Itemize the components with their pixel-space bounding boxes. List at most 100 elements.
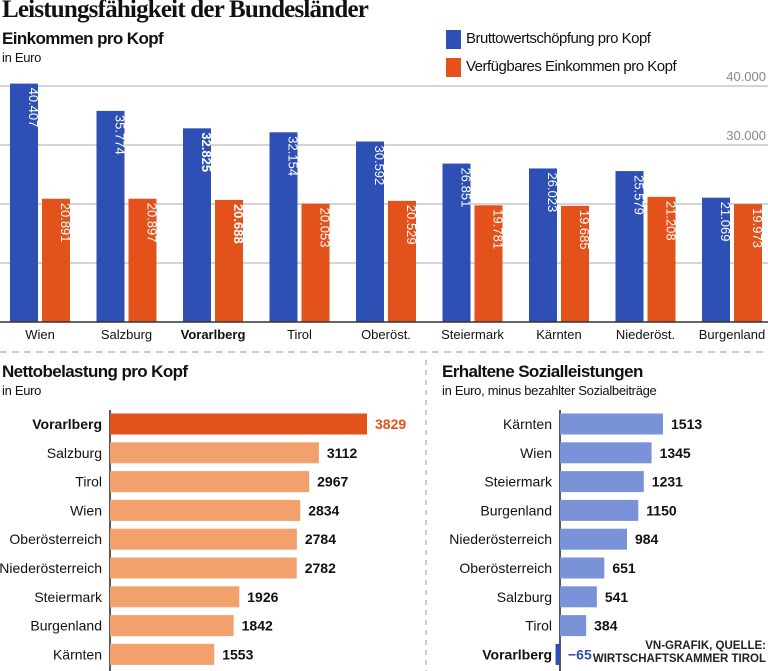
legend-label-bruttowertschoepfung: Bruttowertschöpfung pro Kopf [466,30,651,47]
category-label: Vorarlberg [482,646,552,662]
bar-value-label: 30.592 [372,146,387,186]
bar-value-label: 20.891 [58,203,73,243]
x-tick-label: Wien [25,327,55,342]
bar [560,586,597,608]
bar-einkommen [301,203,330,322]
value-label: 1513 [671,416,702,432]
bar [110,442,319,464]
bar [560,528,627,550]
category-label: Steiermark [34,589,103,605]
value-label: 1553 [222,646,253,662]
legend-swatch-blue [446,30,461,49]
x-tick-label: Niederöst. [616,327,675,342]
value-label: 2784 [305,531,336,547]
bar [560,442,652,464]
bar-einkommen [128,198,157,322]
bar [110,615,234,637]
value-label: 1345 [660,445,691,461]
legend-swatch-orange [446,58,461,77]
value-label: 651 [612,560,636,576]
category-label: Kärnten [53,646,102,662]
bar-bruttowertschoepfung [529,168,557,322]
bar-bruttowertschoepfung [615,171,644,322]
bar-bruttowertschoepfung [183,128,211,322]
bar-bruttowertschoepfung [96,110,125,322]
right-chart-subtitle: in Euro, minus bezahlter Sozialbeiträge [442,383,657,398]
bar-einkommen [474,205,503,322]
bar-value-label: 20.897 [145,203,160,243]
bar [110,413,367,435]
bar-value-label: 35.774 [113,115,128,155]
category-label: Oberösterreich [9,531,102,547]
category-label: Wien [70,502,102,518]
value-label: 384 [594,618,618,634]
value-label: 2834 [308,502,339,518]
category-label: Steiermark [484,474,553,490]
x-tick-label: Kärnten [536,327,582,342]
bar [110,557,297,579]
category-label: Salzburg [497,589,552,605]
bar [110,586,240,608]
bar [560,557,605,579]
value-label: 3829 [375,416,406,432]
bar [110,643,215,665]
bar-value-label: 19.781 [491,209,506,249]
value-label: 541 [605,589,629,605]
x-tick-label: Tirol [287,327,312,342]
value-label: 3112 [327,445,358,461]
bar-einkommen [42,198,70,322]
x-tick-label: Vorarlberg [181,327,246,342]
top-chart-title: Einkommen pro Kopf [2,29,164,48]
x-tick-label: Steiermark [441,327,504,342]
x-tick-label: Oberöst. [361,327,411,342]
bar-value-label: 20.688 [231,204,246,244]
right-chart-title: Erhaltene Sozialleistungen [442,362,643,381]
bar-value-label: 21.208 [664,201,679,241]
page-title: Leistungsfähigkeit der Bundesländer [2,0,369,23]
bar-value-label: 20.529 [404,205,419,245]
bar-value-label: 40.407 [26,88,41,128]
value-label: 1926 [247,589,278,605]
category-label: Burgenland [30,618,102,634]
value-label: 1231 [652,474,683,490]
source-note: VN-GRAFIK, QUELLE: WIRTSCHAFTSKAMMER TIR… [593,640,766,666]
bar-bruttowertschoepfung [269,132,298,322]
bar-value-label: 32.825 [199,132,214,172]
bar-value-label: 25.579 [632,175,647,215]
bar-value-label: 26.023 [545,172,560,212]
legend-label-verfuegbares-einkommen: Verfügbares Einkommen pro Kopf [466,58,677,75]
value-label: 2782 [305,560,336,576]
x-tick-label: Salzburg [101,327,152,342]
value-label: 2967 [317,474,348,490]
bar [110,499,301,521]
top-chart-subtitle: in Euro [2,50,42,65]
category-label: Oberösterreich [459,560,552,576]
bar-bruttowertschoepfung [702,197,730,322]
bar-value-label: 21.069 [718,202,733,242]
y-tick-label: 30.000 [726,128,766,143]
value-label: −65 [568,646,592,662]
category-label: Kärnten [503,416,552,432]
bar-bruttowertschoepfung [10,83,38,323]
bar-value-label: 19.685 [577,210,592,250]
category-label: Wien [520,445,552,461]
value-label: 984 [635,531,659,547]
bar-einkommen [215,199,243,322]
category-label: Tirol [525,618,552,634]
category-label: Niederösterreich [0,560,102,576]
category-label: Burgenland [480,502,552,518]
bar-value-label: 19.973 [750,208,765,248]
bar [110,471,310,493]
category-label: Salzburg [47,445,102,461]
x-tick-label: Burgenland [699,327,766,342]
bar-einkommen [561,205,589,322]
bar-einkommen [734,204,762,322]
bar [560,499,639,521]
bar [560,615,587,637]
bar-einkommen [388,200,416,322]
category-label: Tirol [75,474,102,490]
category-label: Niederösterreich [449,531,552,547]
bar-einkommen [647,196,676,322]
value-label: 1150 [646,502,677,518]
